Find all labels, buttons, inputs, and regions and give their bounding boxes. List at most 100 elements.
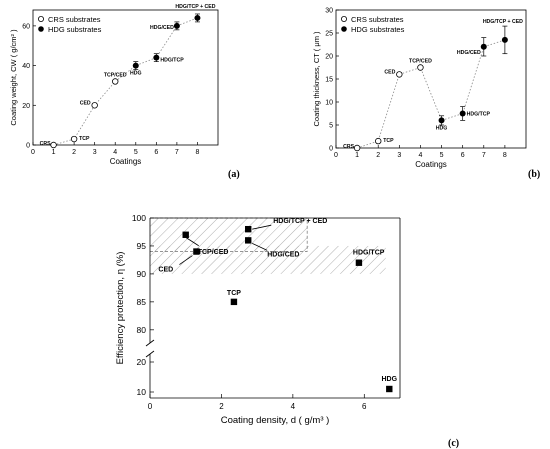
point-label: HDG/TCP [160, 58, 184, 64]
x-tick-label: 2 [376, 152, 380, 159]
legend-marker-filled [38, 26, 44, 32]
point-label: CED [80, 100, 91, 106]
point-label: HDG/CED [150, 25, 174, 31]
data-point [50, 141, 57, 149]
y-tick-label: 30 [325, 8, 333, 15]
data-point [193, 248, 200, 255]
point-label: TCP/CED [198, 249, 229, 256]
point-label: CED [384, 69, 395, 75]
x-tick-label: 8 [195, 149, 199, 156]
x-tick-label: 7 [175, 149, 179, 156]
legend-label: CRS substrates [351, 15, 404, 24]
y-tick-label: 20 [325, 54, 333, 61]
x-tick-label: 7 [482, 152, 486, 159]
panel-label: (a) [228, 169, 240, 180]
y-axis-title: Coating thickness, CT ( μm ) [312, 31, 321, 127]
y-tick-label: 95 [137, 241, 147, 251]
data-point [70, 135, 78, 143]
x-tick-label: 0 [31, 149, 35, 156]
y-tick-label: 15 [325, 77, 333, 84]
panel-label: (b) [528, 169, 540, 180]
y-tick-label: 80 [137, 325, 147, 335]
y-tick-label: 25 [325, 31, 333, 38]
point-label: HDG/CED [267, 251, 299, 258]
data-point [245, 225, 252, 233]
annotation-arrow [252, 243, 268, 251]
annotation-arrow [184, 236, 199, 247]
y-tick-label: 10 [137, 387, 147, 397]
y-tick-label: 40 [22, 63, 30, 70]
annotation-arrow [179, 255, 193, 265]
data-point [353, 144, 361, 152]
x-tick-label: 0 [148, 402, 153, 411]
data-point [438, 117, 445, 124]
point-label: TCP/CED [409, 59, 432, 65]
data-point [480, 43, 487, 50]
legend-marker-filled [341, 26, 347, 32]
x-tick-label: 5 [134, 149, 138, 156]
data-point [355, 259, 363, 266]
data-point [230, 298, 238, 306]
data-point [132, 62, 139, 69]
data-point [396, 71, 403, 78]
trend-line [53, 17, 198, 146]
x-axis-title: Coatings [415, 160, 447, 169]
y-tick-label: 5 [329, 123, 333, 130]
y-tick-label: 0 [26, 143, 30, 150]
point-label: HDG/TCP + CED [175, 4, 215, 10]
chart-panel-c: 0 2 4 6 10 20 80 85 90 95 100 Coating density, d ( … [115, 213, 459, 449]
y-tick-label: 10 [325, 100, 333, 107]
data-point [153, 54, 160, 61]
axis-break-mark [145, 350, 155, 358]
x-tick-label: 5 [440, 152, 444, 159]
point-label: TCP [79, 136, 90, 142]
trend-line [356, 39, 506, 149]
chart-panel-b: 0 1 2 3 4 5 6 7 8 0 5 10 15 20 25 30 Coatings Coating thi… [312, 8, 540, 181]
point-label: HDG [436, 125, 448, 131]
chart-panel-a: 0 1 2 3 4 5 6 7 8 0 20 40 60 Coatings Coating weight, … [9, 4, 240, 180]
panel-label: (c) [448, 438, 459, 449]
y-tick-label: 85 [137, 297, 147, 307]
x-tick-label: 8 [503, 152, 507, 159]
shaded-region [150, 245, 386, 274]
y-tick-label: 90 [137, 269, 147, 279]
data-point [245, 237, 252, 244]
y-tick-label: 0 [329, 146, 333, 153]
y-tick-label: 60 [22, 23, 30, 30]
x-tick-label: 2 [219, 402, 224, 411]
y-tick-label: 20 [22, 103, 30, 110]
legend-label: HDG substrates [48, 25, 102, 34]
data-point [501, 36, 508, 43]
plot-frame [32, 9, 219, 146]
legend-marker-open [38, 15, 45, 22]
x-tick-label: 6 [154, 149, 158, 156]
y-tick-label: 20 [137, 357, 147, 367]
axis-break-mark [145, 339, 155, 347]
x-tick-label: 4 [418, 152, 422, 159]
legend-marker-open [340, 15, 347, 22]
x-axis-title: Coating density, d ( g/m³ ) [221, 415, 330, 426]
x-tick-label: 4 [113, 149, 117, 156]
point-label: TCP [227, 290, 241, 297]
x-tick-label: 2 [72, 149, 76, 156]
x-tick-label: 3 [93, 149, 97, 156]
data-point [112, 78, 119, 85]
data-point [375, 137, 382, 145]
x-tick-label: 6 [362, 402, 367, 411]
y-tick-label: 100 [132, 213, 146, 223]
x-tick-label: 1 [52, 149, 56, 156]
point-label: HDG/TCP + CED [273, 218, 327, 225]
point-label: HDG/TCP + CED [483, 19, 523, 25]
point-label: HDG/TCP [353, 250, 385, 257]
legend-label: HDG substrates [351, 25, 405, 34]
x-axis-title: Coatings [110, 157, 142, 166]
data-point [194, 14, 201, 21]
point-label: TCP/CED [104, 72, 127, 78]
point-label: CED [158, 267, 173, 274]
x-tick-label: 4 [291, 402, 296, 411]
x-tick-label: 3 [397, 152, 401, 159]
y-axis-title: Coating weight, CW ( g/cm² ) [9, 29, 18, 126]
y-axis-title: Efficiency protection, η (%) [115, 252, 126, 365]
data-point [182, 231, 189, 238]
